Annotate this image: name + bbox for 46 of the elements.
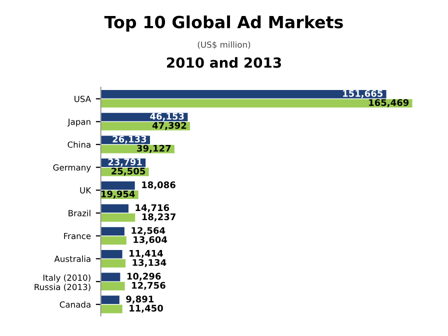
data-label: 46,153 — [150, 112, 184, 121]
bar — [100, 304, 122, 314]
data-label: 9,891 — [126, 296, 154, 304]
chart-subtitle: (US$ million) — [198, 41, 250, 49]
bar — [100, 99, 412, 108]
data-label: 19,954 — [101, 190, 135, 199]
y-tick-label: UK — [80, 187, 92, 194]
data-label: 12,564 — [132, 227, 166, 236]
data-label: 39,127 — [137, 144, 171, 153]
bar — [100, 272, 120, 282]
bar — [100, 250, 122, 258]
y-tick-label: Italy (2010) Russia (2013) — [34, 274, 90, 292]
bar — [100, 90, 386, 98]
y-tick-label: Australia — [54, 256, 90, 262]
y-tick-label: France — [64, 232, 91, 240]
data-label: 14,716 — [136, 204, 170, 212]
y-tick-label: China — [68, 141, 90, 148]
bar — [100, 259, 126, 268]
data-label: 12,756 — [132, 282, 166, 290]
text: 2010 and 2013 — [167, 57, 281, 68]
chart-title: Top 10 Global Ad Markets — [104, 15, 343, 32]
data-label: 11,414 — [130, 250, 163, 258]
data-label: 25,505 — [112, 168, 146, 176]
y-tick-label: Canada — [60, 301, 90, 308]
data-label: 26,133 — [112, 136, 146, 144]
data-label: 11,450 — [130, 304, 163, 313]
y-tick-label: Japan — [67, 118, 90, 127]
data-label: 13,134 — [132, 259, 166, 268]
data-label: 18,237 — [142, 213, 176, 222]
bar — [100, 213, 136, 222]
data-label: 18,086 — [142, 181, 176, 190]
data-label: 165,469 — [369, 99, 409, 108]
data-label: 23,791 — [108, 158, 142, 167]
bar — [100, 227, 124, 236]
bar — [100, 181, 135, 190]
data-label: 10,296 — [127, 272, 161, 281]
bar — [100, 236, 126, 245]
data-label: 151,665 — [343, 90, 383, 98]
data-label: 47,392 — [152, 122, 186, 130]
bar — [100, 204, 128, 213]
y-tick-label: USA — [74, 96, 92, 102]
bar — [100, 282, 125, 290]
bar — [100, 296, 120, 304]
y-tick-label: Brazil — [68, 210, 90, 216]
y-tick-label: Germany — [53, 164, 91, 172]
data-label: 13,604 — [134, 236, 168, 244]
